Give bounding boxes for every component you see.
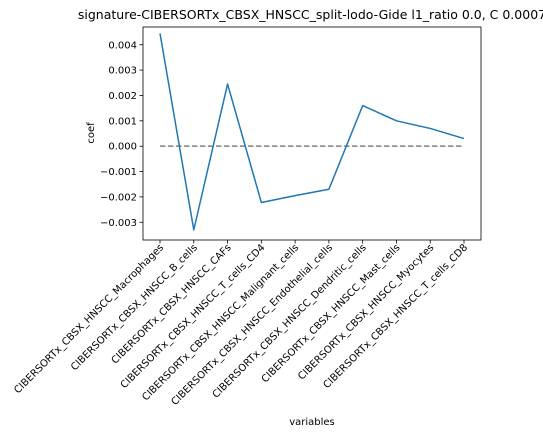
y-tick-label: −0.003 bbox=[100, 218, 137, 229]
x-tick-label: CIBERSORTx_CBSX_HNSCC_CAFs bbox=[110, 242, 234, 366]
y-tick-label: 0.003 bbox=[108, 66, 137, 77]
series-line bbox=[159, 33, 465, 231]
x-axis-label: variables bbox=[289, 417, 335, 428]
y-tick-label: −0.002 bbox=[100, 192, 137, 203]
y-tick-label: 0.004 bbox=[108, 40, 137, 51]
y-tick-label: 0.001 bbox=[108, 116, 137, 127]
chart-title: signature-CIBERSORTx_CBSX_HNSCC_split-lo… bbox=[78, 7, 543, 22]
plot-frame bbox=[142, 26, 482, 241]
y-tick-label: 0.002 bbox=[108, 91, 137, 102]
x-tick-label: CIBERSORTx_CBSX_HNSCC_Malignant_cells bbox=[140, 242, 301, 403]
x-tick-label: CIBERSORTx_CBSX_HNSCC_B_cells bbox=[69, 242, 200, 373]
y-tick-label: 0.000 bbox=[108, 142, 137, 153]
y-tick-label: −0.001 bbox=[100, 167, 137, 178]
x-tick-label: CIBERSORTx_CBSX_HNSCC_Dendritic_cells bbox=[211, 242, 369, 400]
y-axis-label: coef bbox=[86, 122, 97, 144]
x-tick-label: CIBERSORTx_CBSX_HNSCC_Endothelial_cells bbox=[169, 242, 335, 408]
